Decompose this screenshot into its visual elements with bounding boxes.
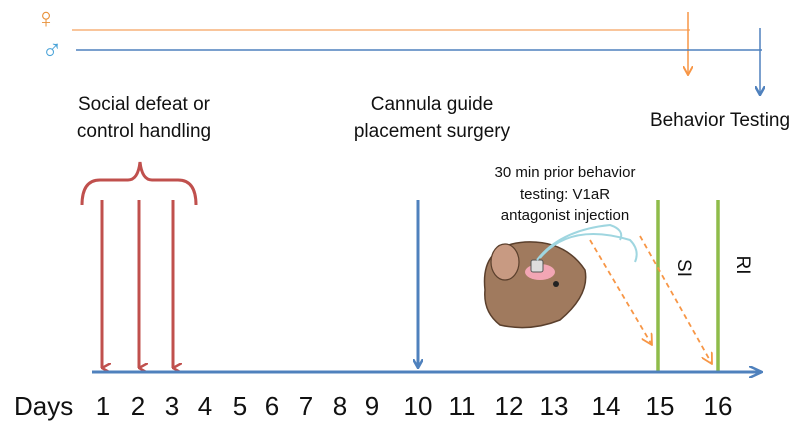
- day-number: 5: [233, 391, 247, 421]
- test-label: SI: [673, 259, 694, 277]
- day-number: 2: [131, 391, 145, 421]
- day-number: 14: [592, 391, 621, 421]
- event-label: placement surgery: [354, 121, 511, 142]
- day-number: 12: [495, 391, 524, 421]
- timeline-diagram: ♀ ♂ Social defeat or control handling Ca…: [0, 0, 801, 428]
- injection-note: antagonist injection: [501, 207, 629, 224]
- event-label: Behavior Testing: [650, 110, 790, 131]
- day-number: 8: [333, 391, 347, 421]
- day-number: 11: [449, 391, 476, 421]
- brace: [82, 162, 196, 205]
- injection-arrow: [640, 236, 712, 364]
- page: ♀ ♂ Social defeat or control handling Ca…: [0, 0, 801, 428]
- day-number: 3: [165, 391, 179, 421]
- day-number: 16: [704, 391, 733, 421]
- test-label: RI: [732, 256, 753, 275]
- injection-note: 30 min prior behavior: [495, 164, 636, 181]
- day-number: 10: [404, 391, 433, 421]
- day-number: 13: [540, 391, 569, 421]
- male-symbol: ♂: [42, 34, 63, 65]
- event-label: control handling: [77, 121, 211, 142]
- mouse-illustration: [485, 225, 637, 328]
- event-label: Social defeat or: [78, 94, 211, 115]
- day-number: 4: [198, 391, 212, 421]
- event-label: Cannula guide: [371, 94, 494, 115]
- days-label: Days: [14, 391, 73, 421]
- female-symbol: ♀: [36, 2, 57, 33]
- day-number: 6: [265, 391, 279, 421]
- day-number: 7: [299, 391, 313, 421]
- injection-note: testing: V1aR: [520, 186, 610, 203]
- day-number: 1: [96, 391, 110, 421]
- injection-arrow: [590, 240, 652, 345]
- day-number: 9: [365, 391, 379, 421]
- day-number: 15: [646, 391, 675, 421]
